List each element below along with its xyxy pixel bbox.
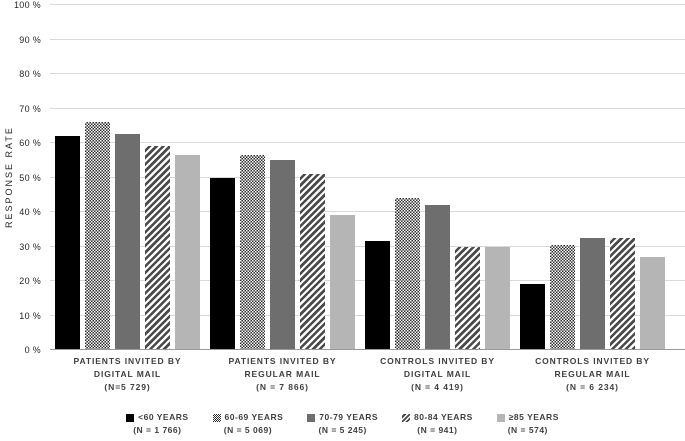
x-axis-label-line: (N = 6 234) [566,382,619,392]
bar [175,155,200,350]
bar [365,241,390,350]
y-tick-label: 80 % [19,69,41,79]
legend-count: (N = 1 766) [133,425,182,435]
legend: <60 YEARS (N = 1 766) 60-69 YEARS (N = 5 06… [0,411,685,437]
x-axis-label-line: CONTROLS INVITED BY [380,356,495,366]
legend-label: 60-69 YEARS [224,412,284,422]
legend-entry-line1: <60 YEARS [126,411,188,424]
legend-count: (N = 574) [507,425,548,435]
legend-label: 80-84 YEARS [414,412,473,422]
legend-swatch-icon [496,413,505,422]
bar [520,284,545,350]
legend-entry: 60-69 YEARS (N = 5 069) [212,411,284,437]
bar [550,244,575,350]
legend-swatch-icon [126,413,135,422]
bar [55,136,80,350]
x-axis-category-label: CONTROLS INVITED BY REGULAR MAIL (N = 6 23… [520,355,665,394]
bar [610,237,635,350]
y-tick-label: 10 % [19,310,41,321]
x-axis-label-line: PATIENTS INVITED BY [228,356,337,366]
legend-entry-line1: 60-69 YEARS [212,411,284,424]
gridline [50,4,685,5]
x-axis-label-line: PATIENTS INVITED BY [73,356,182,366]
y-tick-label: 0 % [24,345,41,355]
bar [300,174,325,350]
bar [240,155,265,350]
bar-group: CONTROLS INVITED BY REGULAR MAIL (N = 6 23… [520,5,665,394]
bar [330,215,355,350]
legend-entry-line1: ≥85 YEARS [496,411,559,424]
gridline [50,142,685,143]
x-axis-label-line: REGULAR MAIL [554,369,631,379]
x-axis-line [50,349,685,350]
gridline [50,73,685,74]
legend-entry: 80-84 YEARS (N = 941) [402,411,473,437]
legend-label: ≥85 YEARS [508,412,559,422]
x-axis-label-line: REGULAR MAIL [244,369,321,379]
bar [455,246,480,350]
legend-entry-line1: 70-79 YEARS [307,411,378,424]
legend-count: (N = 5 245) [318,425,367,435]
x-axis-label-line: DIGITAL MAIL [93,369,162,379]
bar [115,134,140,350]
y-tick-label: 30 % [19,241,41,252]
gridline [50,107,685,109]
bar-groups: PATIENTS INVITED BY DIGITAL MAIL (N=5 729)… [50,5,685,394]
bar-cluster [55,5,200,350]
legend-count: (N = 941) [417,425,458,435]
bar [485,246,510,350]
legend-swatch-icon [212,413,221,422]
legend-label: <60 YEARS [138,412,189,422]
bar [145,146,170,350]
bar-group: CONTROLS INVITED BY DIGITAL MAIL (N = 4 41… [365,5,510,394]
legend-swatch-icon [307,413,316,422]
bar-group: PATIENTS INVITED BY DIGITAL MAIL (N=5 729) [55,5,200,394]
y-tick-label: 100 % [13,0,41,10]
legend-entry: <60 YEARS (N = 1 766) [126,411,188,437]
bar [270,160,295,350]
gridline [50,38,685,40]
y-tick-label: 40 % [19,207,41,217]
x-axis-label-line: (N = 4 419) [411,382,464,392]
bar [580,237,605,350]
bar-cluster [365,5,510,350]
legend-swatch-icon [402,413,411,422]
legend-entry: 70-79 YEARS (N = 5 245) [307,411,378,437]
y-tick-label: 60 % [19,138,41,148]
x-axis-label-line: (N = 7 866) [256,382,309,392]
legend-label: 70-79 YEARS [319,412,379,422]
x-axis-label-line: DIGITAL MAIL [403,369,472,379]
x-axis-category-label: CONTROLS INVITED BY DIGITAL MAIL (N = 4 41… [365,355,510,394]
bar [395,198,420,350]
bar-cluster [520,5,665,350]
gridline [50,176,685,178]
x-axis-label-line: CONTROLS INVITED BY [535,356,650,366]
y-tick-label: 20 % [19,276,41,286]
x-axis-category-label: PATIENTS INVITED BY REGULAR MAIL (N = 7 86… [210,355,355,394]
bar-cluster [210,5,355,350]
bar [425,205,450,350]
legend-count: (N = 5 069) [223,425,273,435]
legend-entry-line1: 80-84 YEARS [402,411,473,424]
legend-entry: ≥85 YEARS (N = 574) [496,411,559,437]
x-axis-category-label: PATIENTS INVITED BY DIGITAL MAIL (N=5 729) [55,355,200,394]
y-tick-label: 90 % [19,34,41,45]
y-axis-tick-labels: 0 % 10 % 20 % 30 % 40 % 50 % 60 % 70 % 80 % 90 % 1… [0,0,44,355]
y-tick-label: 70 % [19,103,41,114]
bar [210,177,235,350]
y-tick-label: 50 % [19,172,41,183]
bar-group: PATIENTS INVITED BY REGULAR MAIL (N = 7 86… [210,5,355,394]
bar [85,122,110,350]
bar [640,256,665,350]
gridline [50,211,685,212]
x-axis-label-line: (N=5 729) [104,382,151,392]
